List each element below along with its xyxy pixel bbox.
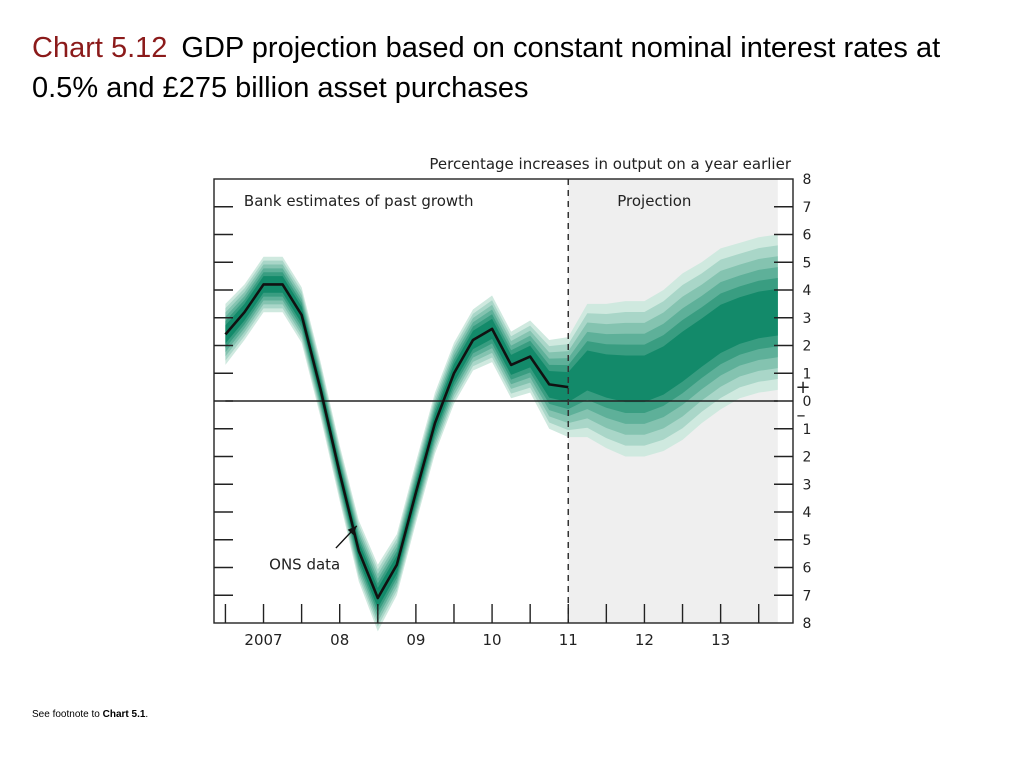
y-tick-label: 8 — [803, 616, 812, 632]
y-tick-label: 4 — [803, 505, 812, 521]
x-tick-label: 2007 — [244, 631, 282, 649]
footnote-prefix: See footnote to — [32, 709, 100, 720]
past-region-label: Bank estimates of past growth — [244, 192, 474, 210]
y-tick-label: 5 — [803, 255, 812, 271]
y-tick-label: 2 — [803, 339, 812, 355]
y-tick-label: 4 — [803, 283, 812, 299]
annotation-arrow-head — [347, 525, 357, 536]
x-tick-label: 11 — [559, 631, 578, 649]
y-tick-label: 7 — [803, 588, 812, 604]
chart-number: Chart 5.12 — [32, 32, 168, 64]
chart-subtitle: Percentage increases in output on a year… — [429, 155, 791, 173]
x-tick-label: 13 — [711, 631, 730, 649]
footnote: See footnote to Chart 5.1. — [32, 709, 148, 720]
y-tick-label: 1 — [803, 366, 812, 382]
y-tick-label: 5 — [803, 533, 812, 549]
y-tick-label: 6 — [803, 228, 812, 244]
projection-region-label: Projection — [617, 192, 691, 210]
y-tick-label: 7 — [803, 200, 812, 216]
slide-title: Chart 5.12 GDP projection based on consta… — [32, 28, 992, 108]
ons-data-line — [224, 283, 569, 600]
y-tick-label: 8 — [803, 172, 812, 188]
x-tick-label: 08 — [330, 631, 349, 649]
chart-title: GDP projection based on constant nominal… — [32, 32, 941, 104]
ons-line-group — [224, 179, 570, 623]
fan-band-6 — [225, 276, 778, 609]
footnote-ref: Chart 5.1 — [102, 709, 146, 720]
ons-annotation: ONS data — [269, 556, 340, 574]
y-tick-label: 2 — [803, 450, 812, 466]
y-tick-label: 0 — [803, 394, 812, 410]
negative-sign: – — [797, 405, 806, 426]
positive-sign: + — [795, 377, 810, 398]
y-tick-label: 1 — [803, 422, 812, 438]
y-tick-label: 6 — [803, 561, 812, 577]
x-tick-label: 10 — [483, 631, 502, 649]
chart-frame — [213, 178, 794, 624]
x-tick-label: 09 — [406, 631, 425, 649]
y-tick-label: 3 — [803, 311, 812, 327]
x-tick-label: 12 — [635, 631, 654, 649]
y-tick-label: 3 — [803, 477, 812, 493]
footnote-suffix: . — [145, 709, 149, 720]
fan-bands — [225, 234, 778, 632]
